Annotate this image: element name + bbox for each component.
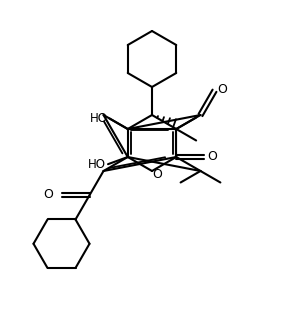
Text: O: O: [207, 151, 217, 163]
Text: O: O: [44, 188, 54, 201]
Text: O: O: [152, 168, 162, 180]
Text: HO: HO: [90, 112, 108, 125]
Text: O: O: [218, 83, 227, 96]
Text: HO: HO: [88, 158, 106, 171]
